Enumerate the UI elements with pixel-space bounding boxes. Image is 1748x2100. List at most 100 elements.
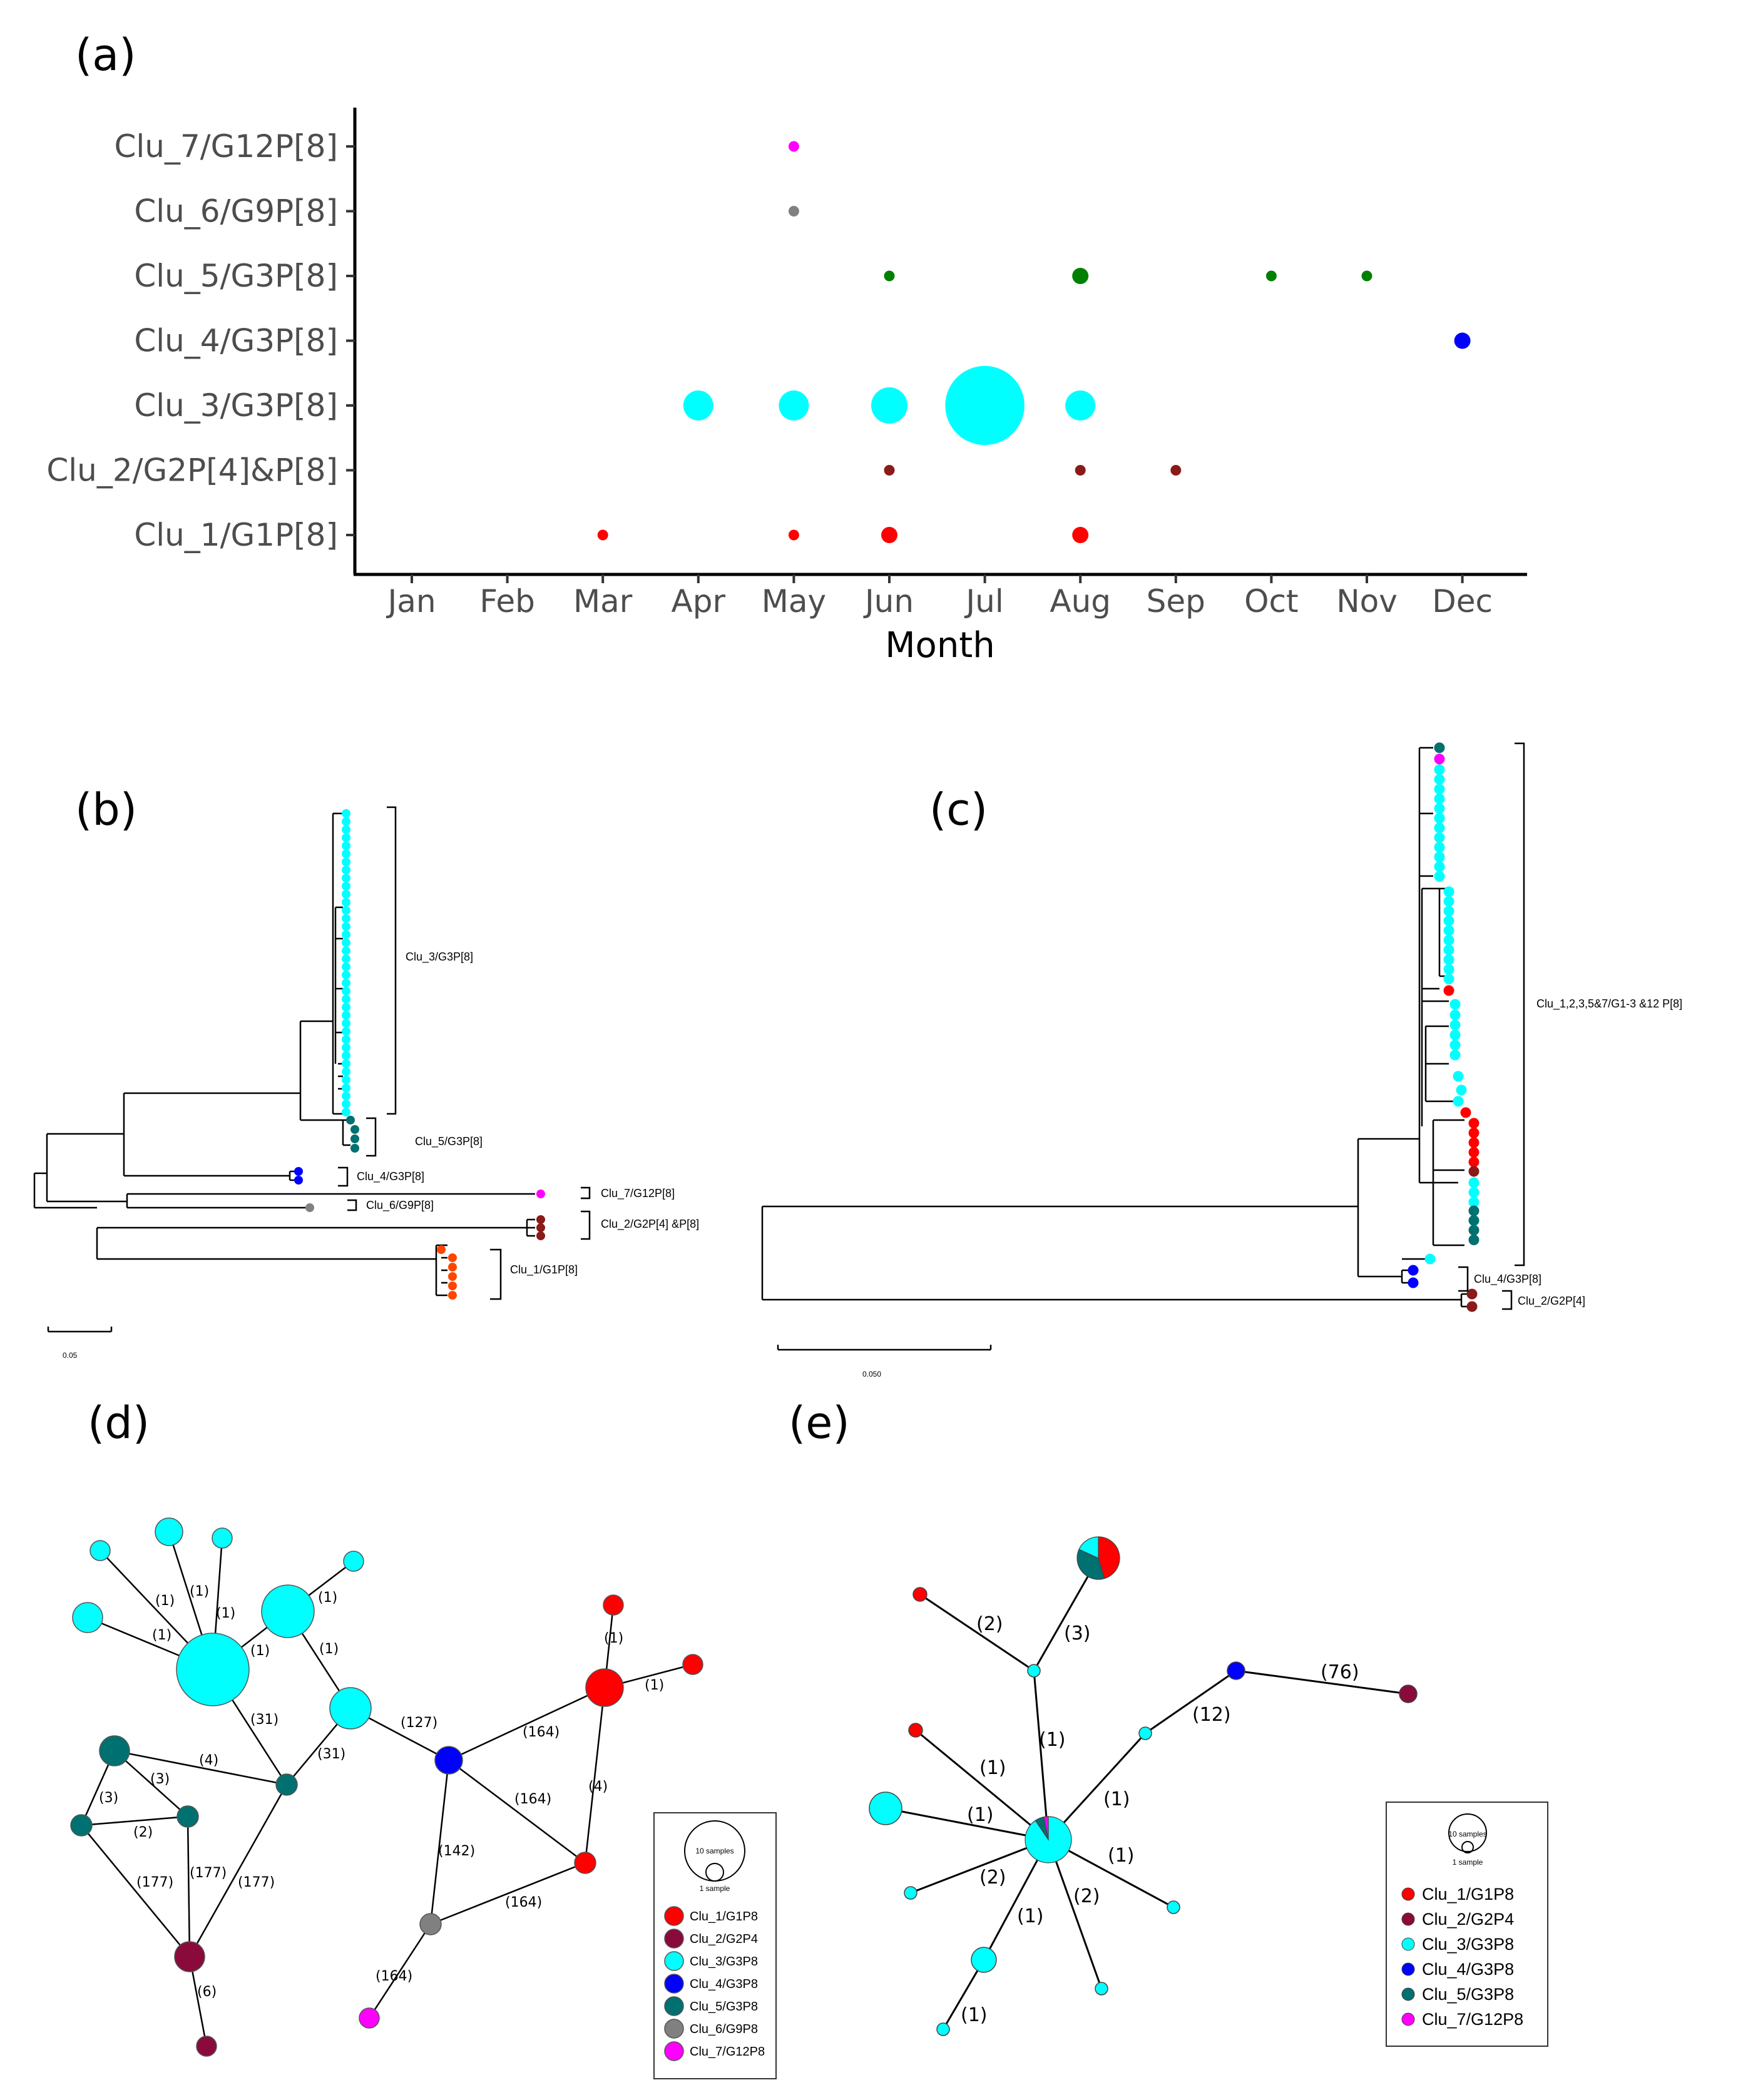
bubble <box>1072 527 1089 543</box>
legend-swatch <box>1401 1987 1415 2001</box>
tree-tip <box>350 1134 359 1143</box>
network-node <box>1027 1664 1041 1678</box>
panel-label-a: (a) <box>75 29 136 81</box>
edge-label: (4) <box>199 1753 218 1768</box>
edge-label: (3) <box>150 1771 170 1787</box>
tree-tip <box>1434 774 1445 785</box>
tree-tip <box>1449 1019 1461 1031</box>
network-node <box>99 1735 130 1766</box>
legend-label: Clu_2/G2P4 <box>1422 1910 1514 1929</box>
edge-label: (177) <box>136 1875 173 1890</box>
tree-tip <box>1434 803 1445 814</box>
y-tick-label: Clu_7/G12P[8] <box>115 128 339 165</box>
clade-label: Clu_3/G3P[8] <box>406 951 473 964</box>
tree-tip <box>1434 861 1445 872</box>
tree-tip <box>536 1215 545 1224</box>
network-node <box>1095 1982 1108 1996</box>
tree-tip <box>294 1176 303 1185</box>
network-node <box>343 1551 364 1572</box>
network-node <box>176 1633 250 1706</box>
tree-tip <box>1443 915 1454 926</box>
bubble <box>884 465 895 476</box>
tree-tip <box>1468 1225 1480 1236</box>
edge-label: (1) <box>1039 1729 1066 1751</box>
tree-tip <box>448 1253 457 1262</box>
tree-tip <box>1468 1118 1480 1129</box>
tree-tip <box>342 930 350 939</box>
network-node <box>434 1746 463 1775</box>
tree-tip <box>1468 1187 1480 1198</box>
tree-tip <box>342 914 350 923</box>
tree-tip <box>1453 1096 1464 1107</box>
network-node <box>912 1587 928 1602</box>
edge-label: (1) <box>1017 1905 1044 1927</box>
x-tick-labels: Jan Feb Mar Apr May Jun Jul Aug Sep Oct Nov Dec <box>386 574 1493 619</box>
tree-tip <box>1468 1215 1480 1226</box>
x-tick-label: Jun <box>863 583 914 619</box>
network-node <box>1399 1685 1418 1703</box>
tree-tip <box>1468 1147 1480 1158</box>
tree-tip <box>342 1075 350 1084</box>
network-node <box>1167 1900 1180 1914</box>
clade-label: Clu_5/G3P[8] <box>415 1135 483 1148</box>
tree-tip <box>1466 1288 1478 1300</box>
x-tick-label: Sep <box>1147 583 1205 619</box>
tree-tip <box>342 817 350 826</box>
network-node <box>971 1947 997 1973</box>
bubble <box>884 270 895 282</box>
network-node <box>275 1773 298 1796</box>
tree-tip <box>1453 1071 1464 1082</box>
edge-label: (2) <box>1073 1885 1100 1907</box>
edge-label: (2) <box>133 1825 153 1840</box>
legend-swatch <box>664 2019 684 2039</box>
legend-swatch <box>664 2041 684 2061</box>
tree-tip <box>448 1282 457 1290</box>
tree-tip <box>342 1091 350 1101</box>
tree-tip <box>1408 1277 1419 1288</box>
legend-swatch <box>1401 1937 1415 1951</box>
edge-label: (1) <box>318 1590 337 1606</box>
edge-label: (1) <box>1108 1845 1135 1867</box>
tree-tip <box>342 1059 350 1068</box>
tree-tip <box>1443 964 1454 975</box>
tree-tip <box>342 946 350 956</box>
tree-tip <box>350 1125 359 1134</box>
network-e-edges <box>885 1557 1409 2030</box>
legend-swatch <box>1401 1962 1415 1976</box>
network-d: (1) (1) (1) (1) (1) (1) (1) (31) (31) (1… <box>70 1517 777 2079</box>
tree-tip <box>342 1027 350 1036</box>
tree-tip <box>342 962 350 972</box>
legend-label: Clu_3/G3P8 <box>690 1955 758 1969</box>
tree-tip <box>1443 985 1454 996</box>
legend-size-large: 10 samples <box>1448 1830 1486 1838</box>
y-tick-label: Clu_4/G3P[8] <box>134 323 338 359</box>
bubble <box>1170 465 1182 476</box>
tree-tip <box>342 841 350 850</box>
tree-tip <box>342 1083 350 1093</box>
bubble <box>1265 270 1277 282</box>
legend-size-large: 10 samples <box>695 1847 733 1855</box>
x-tick-label: Apr <box>672 583 726 619</box>
tree-tip <box>342 882 350 891</box>
clade-label: Clu_4/G3P[8] <box>1474 1273 1541 1286</box>
network-node <box>359 2007 380 2029</box>
network-e-nodes <box>869 1536 1418 2036</box>
tree-b-branches <box>33 812 535 1297</box>
tree-tip <box>1434 842 1445 853</box>
tree-tip <box>350 1144 359 1153</box>
bubble <box>1065 390 1096 421</box>
x-tick-label: Dec <box>1432 583 1493 619</box>
tree-tip <box>1443 944 1454 956</box>
x-tick-label: May <box>762 583 826 619</box>
tree-tip <box>342 857 350 867</box>
legend-swatch <box>1401 1912 1415 1926</box>
network-node <box>72 1602 103 1633</box>
tree-tip <box>448 1263 457 1272</box>
edge-label: (31) <box>250 1712 279 1728</box>
tree-tip <box>342 1051 350 1060</box>
tree-tip <box>342 922 350 931</box>
bubble <box>788 206 799 217</box>
x-tick-label: Mar <box>573 583 633 619</box>
bubble <box>1361 270 1372 282</box>
